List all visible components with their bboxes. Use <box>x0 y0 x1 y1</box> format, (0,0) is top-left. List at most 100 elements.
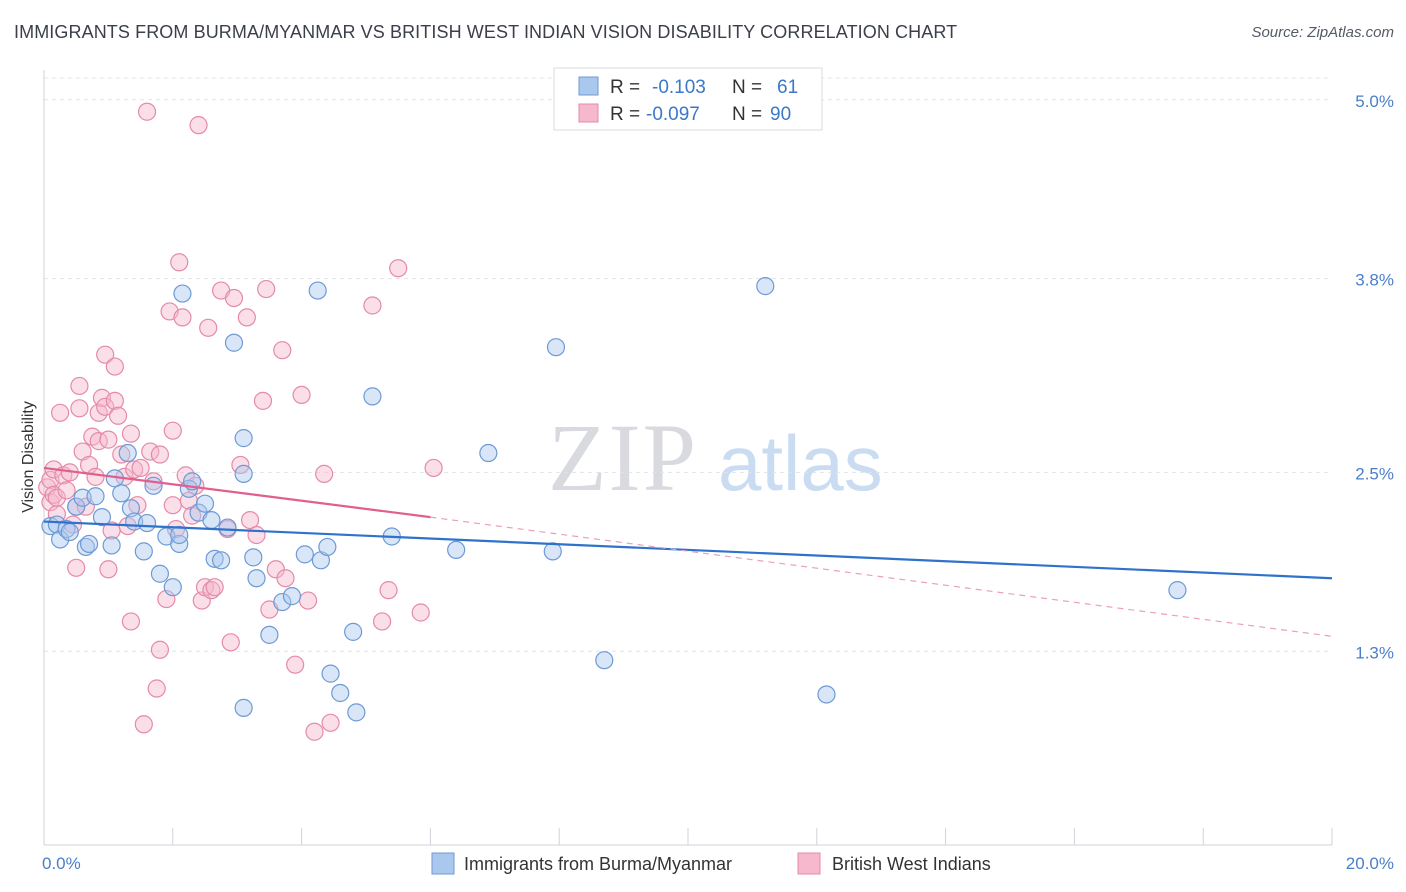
watermark-zip: ZIP <box>548 404 698 511</box>
blue-point-53 <box>447 540 466 560</box>
blue-point-15 <box>121 499 141 518</box>
pink-point-89 <box>424 458 443 478</box>
blue-point-51 <box>363 387 382 406</box>
pink-point-44 <box>147 679 166 698</box>
trend-lines <box>43 466 1333 637</box>
pink-point-81 <box>305 722 324 741</box>
trend-line-pink <box>43 466 431 519</box>
pink-point-62 <box>202 581 221 600</box>
pink-point-53 <box>173 308 192 327</box>
grid-lines <box>44 77 1332 652</box>
blue-point-42 <box>282 587 302 606</box>
pink-point-76 <box>273 341 292 360</box>
blue-point-24 <box>170 525 189 545</box>
legend-r-value-blue: -0.103 <box>652 77 706 98</box>
blue-point-13 <box>112 484 131 503</box>
blue-point-31 <box>205 549 224 568</box>
data-points <box>38 102 1187 741</box>
legend-n-value-pink: 90 <box>770 104 791 125</box>
y-tick-label-1: 2.5% <box>1355 464 1394 483</box>
pink-point-80 <box>298 591 318 610</box>
pink-point-63 <box>205 578 224 597</box>
pink-point-86 <box>379 581 398 600</box>
blue-point-60 <box>1168 581 1187 600</box>
blue-point-36 <box>234 464 253 483</box>
pink-point-72 <box>253 391 273 410</box>
pink-point-45 <box>150 445 170 464</box>
legend-n-label-pink: N = <box>732 104 767 125</box>
legend-r-label-pink: R = <box>610 104 645 125</box>
blue-point-11 <box>102 536 121 555</box>
pink-point-6 <box>47 488 66 507</box>
series-legend: Immigrants from Burma/Myanmar British We… <box>431 852 991 875</box>
series-legend-label-pink: British West Indians <box>832 854 991 874</box>
blue-point-18 <box>137 513 157 533</box>
pink-point-36 <box>121 612 141 631</box>
y-tick-labels: 1.3% 2.5% 3.8% 5.0% <box>1355 92 1394 662</box>
blue-point-44 <box>308 281 327 300</box>
blue-point-39 <box>234 698 253 717</box>
blue-point-43 <box>295 545 314 564</box>
trend-line-blue <box>43 520 1333 580</box>
pink-point-37 <box>125 460 144 479</box>
pink-point-12 <box>67 558 86 577</box>
pink-point-66 <box>221 633 240 652</box>
blue-point-17 <box>134 542 153 561</box>
blue-point-29 <box>195 494 215 513</box>
blue-point-33 <box>218 518 237 537</box>
blue-point-37 <box>244 548 263 567</box>
blue-point-2 <box>50 530 70 549</box>
blue-point-38 <box>247 569 266 588</box>
pink-point-32 <box>112 445 131 464</box>
x-tick-label-min: 0.0% <box>42 854 81 873</box>
blue-point-40 <box>260 625 279 644</box>
pink-point-24 <box>96 397 115 416</box>
blue-point-7 <box>76 537 95 557</box>
pink-point-87 <box>389 259 408 278</box>
blue-point-50 <box>347 703 366 722</box>
blue-point-3 <box>57 519 76 539</box>
pink-point-27 <box>99 560 118 579</box>
y-tick-label-3: 5.0% <box>1355 92 1394 111</box>
pink-point-20 <box>86 467 105 486</box>
legend-r-label-blue: R = <box>610 77 645 98</box>
blue-point-46 <box>318 537 337 557</box>
pink-point-31 <box>108 406 128 425</box>
pink-point-50 <box>163 496 182 515</box>
legend-swatch-blue <box>578 76 599 96</box>
series-legend-swatch-pink <box>797 852 821 875</box>
pink-point-78 <box>286 655 305 674</box>
blue-point-54 <box>479 443 498 463</box>
pink-point-58 <box>189 116 208 135</box>
pink-point-26 <box>99 430 118 449</box>
blue-point-22 <box>163 578 182 597</box>
pink-point-39 <box>131 458 150 478</box>
series-legend-label-blue: Immigrants from Burma/Myanmar <box>464 854 732 874</box>
legend-box <box>553 67 823 131</box>
pink-point-41 <box>137 102 157 121</box>
pink-point-77 <box>276 569 295 588</box>
pink-point-14 <box>70 376 89 396</box>
correlation-legend: R = -0.103 N = 61 R = -0.097 N = 90 <box>553 67 823 131</box>
y-axis-label: Vision Disability <box>20 401 37 513</box>
blue-point-5 <box>67 497 86 516</box>
trend-line-pink-extension <box>430 516 1333 637</box>
pink-point-83 <box>321 713 340 732</box>
pink-point-88 <box>411 603 430 622</box>
blue-point-41 <box>273 592 292 612</box>
pink-point-15 <box>70 399 89 418</box>
blue-point-58 <box>756 277 775 296</box>
blue-point-10 <box>92 508 112 527</box>
blue-point-56 <box>546 338 566 357</box>
blue-point-19 <box>144 476 163 495</box>
pink-point-22 <box>89 432 108 451</box>
pink-point-46 <box>150 640 170 659</box>
blue-point-47 <box>321 664 340 683</box>
pink-point-71 <box>247 525 266 545</box>
pink-point-29 <box>105 391 124 410</box>
blue-point-55 <box>543 542 562 561</box>
legend-r-value-pink: -0.097 <box>646 104 700 125</box>
pink-point-35 <box>121 424 141 443</box>
blue-point-35 <box>234 429 253 448</box>
